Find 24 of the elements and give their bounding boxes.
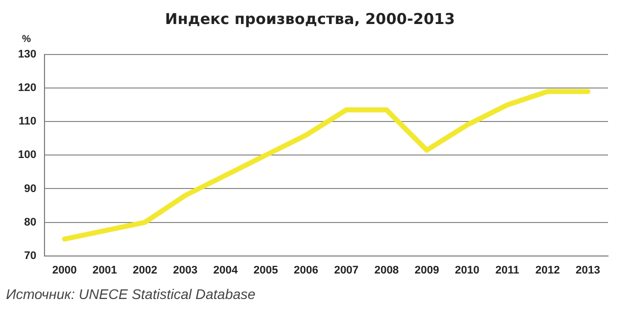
x-tick-label: 2002 [132,264,158,276]
y-tick-label: 110 [18,116,36,128]
y-tick-label: 130 [18,48,36,61]
x-tick-label: 2012 [535,264,560,276]
x-tick-label: 2000 [52,264,77,276]
x-tick-label: 2009 [414,264,440,276]
y-tick-label: 90 [24,182,36,195]
x-tick-label: 2011 [495,264,520,276]
x-tick-label: 2008 [374,264,399,276]
text: Источник: UNECE Statistical Database [6,286,256,302]
x-tick-label: 2005 [254,264,278,276]
x-tick-label: 2013 [576,264,600,276]
x-tick-label: 2001 [92,264,117,276]
y-tick-label: 120 [18,82,36,94]
chart-title: Индекс производства, 2000-2013 [164,10,456,28]
x-tick-label: 2006 [294,264,318,276]
x-tick-label: 2007 [334,264,359,276]
y-axis-title: % [22,34,31,45]
x-tick-label: 2003 [173,264,198,276]
x-tick-label: 2004 [213,264,239,276]
y-tick-label: 80 [24,216,36,228]
x-tick-label: 2010 [454,264,480,276]
y-tick-label: 70 [24,250,36,262]
y-tick-label: 100 [18,149,36,162]
